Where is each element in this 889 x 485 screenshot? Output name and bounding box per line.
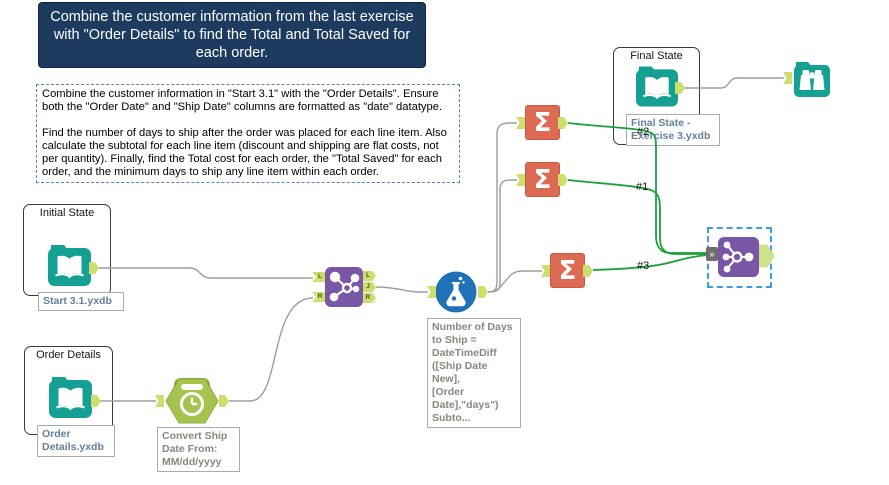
wire-finalstate-to-browse[interactable] — [684, 77, 784, 89]
input-anchor[interactable] — [516, 174, 525, 186]
annotation-final-state-file[interactable]: Final State - Exercise 3.yxdb — [626, 114, 720, 146]
wire-formula-to-summarize1[interactable] — [487, 122, 517, 293]
tool-summarize-1[interactable]: Σ — [525, 105, 560, 140]
instruction-comment[interactable]: Combine the customer information in "Sta… — [36, 84, 460, 183]
input-anchor[interactable] — [783, 72, 792, 84]
tool-formula[interactable] — [435, 271, 477, 313]
formula-flask-icon — [435, 271, 477, 313]
join-input-anchor-R[interactable]: R — [312, 292, 325, 302]
join-multiple-icon — [718, 237, 759, 277]
wire-formula-to-summarize3[interactable] — [487, 270, 542, 293]
wire-label-2: #2 — [637, 126, 650, 138]
tool-input-start[interactable] — [47, 245, 92, 287]
annotation-convert-ship[interactable]: Convert Ship Date From: MM/dd/yyyy — [157, 427, 240, 472]
tool-output-final-state[interactable] — [635, 66, 679, 108]
container-title: Final State — [630, 50, 683, 62]
input-data-icon — [48, 245, 91, 286]
tool-join[interactable] — [325, 267, 363, 307]
join-output-anchor-J[interactable]: J — [363, 282, 376, 292]
wire-summarize3-to-joinmultiple[interactable] — [592, 254, 709, 271]
annotation-start-file[interactable]: Start 3.1.yxdb — [38, 292, 124, 311]
join-icon — [325, 267, 363, 307]
input-anchor[interactable] — [516, 117, 525, 129]
tool-datetime[interactable] — [164, 377, 220, 425]
tool-input-order-details[interactable] — [48, 377, 93, 419]
sigma-icon: Σ — [533, 164, 552, 195]
annotation-order-details-file[interactable]: Order Details.yxdb — [37, 425, 115, 457]
sigma-icon: Σ — [533, 107, 552, 138]
join-output-anchor-L[interactable]: L — [363, 271, 376, 281]
output-anchor[interactable] — [583, 265, 593, 277]
wire-summarize1-to-joinmultiple[interactable] — [567, 122, 708, 254]
input-anchor[interactable] — [155, 395, 164, 407]
datetime-clock-icon — [165, 378, 219, 424]
wire-datetime-to-join-R[interactable] — [229, 297, 314, 402]
container-title: Initial State — [39, 207, 95, 219]
banner-comment[interactable]: Combine the customer information from th… — [38, 2, 426, 68]
wire-label-1: #1 — [636, 181, 649, 193]
input-anchor[interactable] — [541, 265, 550, 277]
browse-binoculars-icon — [794, 62, 830, 97]
output-anchor[interactable] — [558, 174, 568, 186]
wire-formula-to-summarize2[interactable] — [487, 179, 517, 293]
tool-summarize-2[interactable]: Σ — [525, 162, 560, 197]
input-anchor[interactable] — [427, 286, 436, 298]
output-anchor[interactable] — [675, 82, 685, 94]
tool-join-multiple[interactable] — [718, 237, 759, 277]
join-input-anchor-L[interactable]: L — [312, 272, 325, 282]
output-data-icon — [635, 66, 679, 107]
output-anchor[interactable] — [219, 395, 229, 407]
wire-initialstate-to-join-L[interactable] — [98, 267, 313, 279]
output-anchor[interactable] — [91, 395, 101, 407]
container-title: Order Details — [36, 349, 101, 361]
input-data-icon — [49, 377, 92, 418]
multi-input-anchor[interactable]: » — [706, 247, 718, 261]
wire-summarize2-to-joinmultiple[interactable] — [567, 179, 708, 255]
output-anchor[interactable] — [89, 262, 99, 274]
tool-summarize-3[interactable]: Σ — [550, 253, 585, 288]
output-anchor[interactable] — [478, 286, 488, 298]
wire-label-3: #3 — [637, 260, 650, 272]
join-output-anchor-R[interactable]: R — [363, 293, 376, 303]
annotation-formula[interactable]: Number of Days to Ship = DateTimeDiff ([… — [427, 318, 521, 428]
sigma-icon: Σ — [558, 255, 577, 286]
wire-join-J-to-formula[interactable] — [375, 286, 428, 293]
tool-browse[interactable] — [793, 62, 831, 98]
output-anchor[interactable] — [558, 117, 568, 129]
output-anchor[interactable] — [759, 244, 775, 268]
